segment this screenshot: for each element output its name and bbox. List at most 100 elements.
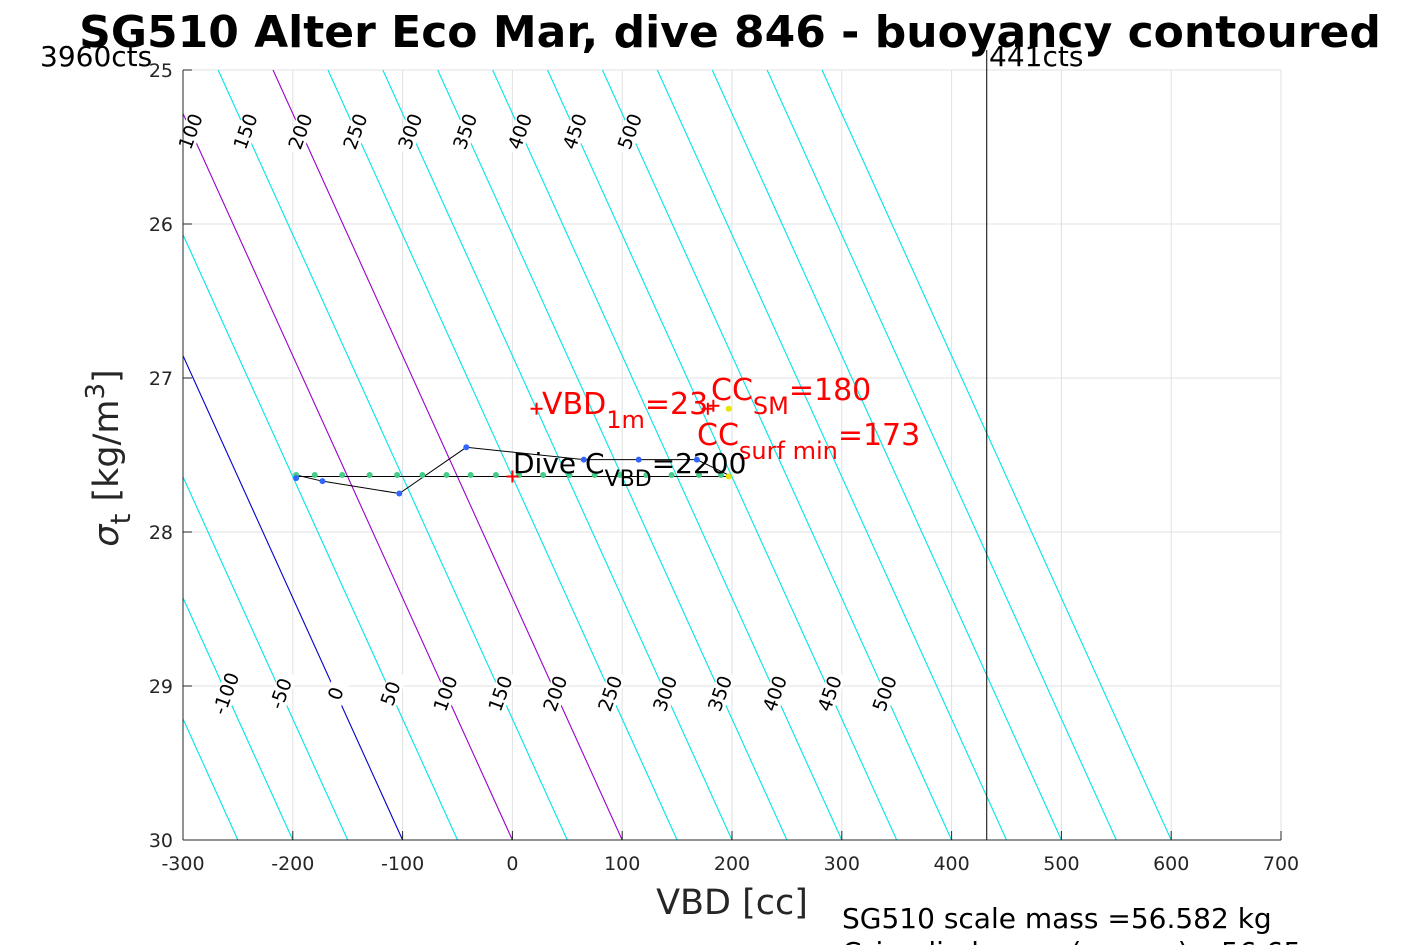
- dive-c-sub: VBD: [605, 467, 652, 492]
- y-label-sigma: σ: [87, 523, 127, 547]
- cc-sm-annotation: CCSM=180: [711, 373, 871, 420]
- data-point-green: [492, 472, 499, 479]
- data-point-blue: [635, 456, 642, 463]
- red-marker: [506, 470, 519, 483]
- data-point-yellow: [725, 405, 732, 412]
- vbd-1m-annotation: VBD1m=23: [542, 387, 708, 434]
- x-tick-label: 500: [1043, 853, 1079, 875]
- contour-label-bg: [484, 669, 517, 718]
- x-tick-label: 300: [824, 853, 860, 875]
- contour-label-bg: [394, 107, 427, 156]
- contour-label-bg: [449, 107, 482, 156]
- contour-line-350: [437, 70, 788, 840]
- y-label-close: ]: [87, 369, 127, 383]
- contour-line-0: [183, 354, 404, 840]
- contour-line--100: [183, 596, 294, 840]
- x-tick-label: 100: [604, 853, 640, 875]
- x-tick-label: -300: [161, 853, 204, 875]
- series-line-0: [295, 446, 729, 495]
- y-label-sub: t: [104, 514, 137, 525]
- data-point-green: [419, 472, 426, 479]
- grid-lines: [182, 69, 1282, 841]
- contour-line-650: [766, 70, 1117, 840]
- y-tick-label: 27: [149, 368, 173, 390]
- y-tick-label: 26: [149, 214, 173, 236]
- contour-line--50: [183, 475, 349, 840]
- vbd-1m-main: VBD: [542, 387, 606, 422]
- data-point-blue: [396, 490, 403, 497]
- chart-title: SG510 Alter Eco Mar, dive 846 - buoyancy…: [79, 7, 1381, 58]
- footer-scale-mass: SG510 scale mass =56.582 kg: [842, 902, 1272, 935]
- contour-line-450: [547, 70, 898, 840]
- contour-label-bg: [265, 669, 298, 718]
- data-point-green: [540, 472, 547, 479]
- dive-c-main: Dive C: [513, 447, 605, 480]
- svg-text:σt[kg/m3]: σt [kg/m3]: [81, 369, 137, 546]
- contour-label-bg: [594, 669, 627, 718]
- dive-c-tail: =2200: [652, 447, 747, 480]
- data-point-green: [591, 472, 598, 479]
- y-axis-label: σt [kg/m3]: [81, 369, 137, 546]
- data-point-green: [566, 472, 573, 479]
- data-series: [293, 399, 732, 497]
- dive-c-annotation: Dive CVBD=2200: [513, 447, 746, 492]
- data-point-yellow: [725, 473, 732, 480]
- red-marker: [707, 399, 720, 412]
- y-tick-label: 28: [149, 522, 173, 544]
- data-point-blue: [693, 456, 700, 463]
- contour-label-bg: [559, 107, 592, 156]
- contour-line-300: [382, 70, 733, 840]
- contour-label-bg: [759, 669, 792, 718]
- x-tick-label: 0: [506, 853, 518, 875]
- cc-sm-main: CC: [711, 373, 753, 408]
- data-point-green: [696, 472, 703, 479]
- counts-right-label: 441cts: [989, 40, 1083, 73]
- x-ticks: -300 -200 -100 0 100 200 300 400 500 600 700: [161, 831, 1299, 875]
- contour-line-500: [601, 70, 953, 840]
- x-tick-label: 200: [714, 853, 750, 875]
- contour-line-700: [821, 70, 1172, 840]
- x-tick-label: 600: [1153, 853, 1189, 875]
- contour-line-600: [711, 70, 1062, 840]
- data-point-green: [339, 472, 346, 479]
- counts-left-label: 3960cts: [40, 40, 152, 73]
- contour-label-bg: [375, 669, 408, 718]
- cc-sm-tail: =180: [789, 373, 871, 408]
- data-point-blue: [319, 478, 326, 485]
- y-tick-label: 29: [149, 676, 173, 698]
- contour-label-bg: [210, 669, 243, 718]
- contour-label-bg: [284, 107, 317, 156]
- contour-line-100: [183, 112, 513, 840]
- contour-line-150: [217, 70, 568, 840]
- cc-sm-sub: SM: [753, 392, 789, 420]
- data-point-green: [311, 472, 318, 479]
- vbd-1m-sub: 1m: [606, 406, 645, 434]
- x-axis-label: VBD [cc]: [656, 883, 808, 923]
- red-marker: [530, 402, 543, 415]
- y-label-unit: [kg/m: [87, 400, 127, 502]
- contour-label-bg: [230, 107, 263, 156]
- y-ticks: 25 26 27 28 29 30: [149, 60, 192, 852]
- y-tick-label: 25: [149, 60, 173, 82]
- data-point-blue: [293, 475, 300, 482]
- data-point-green: [617, 472, 624, 479]
- data-point-green: [443, 472, 450, 479]
- contour-line-400: [492, 70, 843, 840]
- contour-line-50: [183, 233, 459, 840]
- y-tick-label: 30: [149, 830, 173, 852]
- data-point-green: [366, 472, 373, 479]
- data-point-green: [467, 472, 474, 479]
- cc-surf-sub: surf min: [739, 437, 838, 465]
- buoyancy-contours: [183, 70, 1172, 840]
- contour-label-bg: [539, 669, 572, 718]
- contour-label-bg: [339, 107, 372, 156]
- contour-line-250: [327, 70, 678, 840]
- contour-label-bg: [504, 107, 537, 156]
- contour-label-bg: [649, 669, 682, 718]
- data-point-green: [668, 472, 675, 479]
- cc-surf-annotation: CCsurf min=173: [697, 418, 920, 465]
- data-point-green: [718, 472, 725, 479]
- x-tick-label: -200: [271, 853, 314, 875]
- x-tick-label: 700: [1263, 853, 1299, 875]
